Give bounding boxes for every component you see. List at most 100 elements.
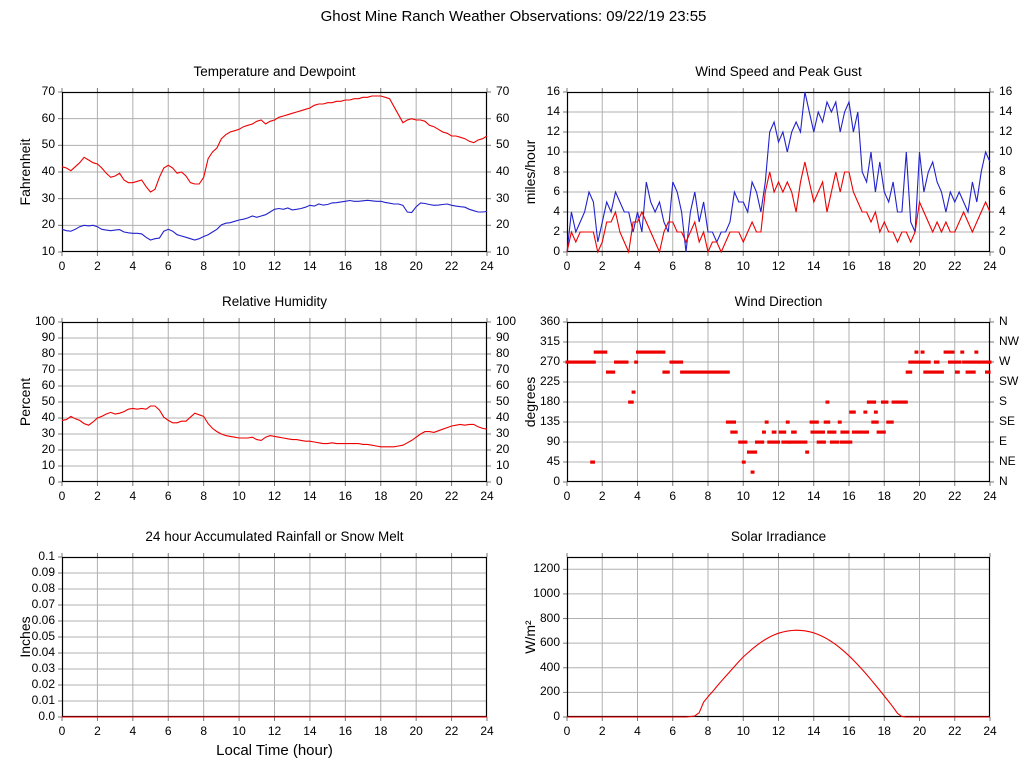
- y-tick-label: 70: [41, 84, 55, 98]
- y-tick-label: 135: [539, 414, 560, 428]
- compass-label: S: [999, 394, 1008, 408]
- compass-label: NW: [999, 334, 1019, 348]
- x-tick-label: 6: [164, 489, 172, 503]
- wind-direction-marker: [873, 410, 878, 414]
- y-tick-label-right: 100: [496, 314, 517, 328]
- y-tick-label: 600: [539, 635, 560, 650]
- wind-direction-marker: [680, 370, 730, 374]
- x-tick-label: 8: [704, 489, 712, 503]
- wind-direction-marker: [809, 420, 819, 424]
- y-tick-label-right: 6: [999, 184, 1006, 198]
- x-tick-label: 16: [338, 259, 353, 273]
- x-tick-label: 18: [877, 259, 891, 273]
- y-tick-label-right: 30: [496, 426, 510, 440]
- x-tick-label: 10: [232, 724, 246, 738]
- wind-direction-marker: [960, 350, 965, 354]
- x-tick-label: 22: [444, 489, 459, 503]
- y-tick-label: 0.06: [31, 613, 55, 627]
- wind-direction-marker: [628, 400, 634, 404]
- y-axis-label: Fahrenheit: [17, 138, 33, 206]
- x-tick-label: 22: [948, 489, 962, 503]
- y-tick-label: 50: [41, 137, 55, 152]
- chart-title: Relative Humidity: [221, 294, 328, 309]
- wind-direction-marker: [741, 460, 746, 464]
- y-tick-label: 40: [41, 164, 55, 178]
- y-tick-label-right: 50: [496, 137, 510, 152]
- series-solar-irradiance: [567, 629, 990, 718]
- wind-direction-marker: [962, 360, 981, 364]
- y-tick-label: 315: [539, 334, 560, 348]
- chart-wind-direction: Wind Direction degrees 0 N 45 NE 90 E 135 SE 180…: [522, 294, 1019, 503]
- y-tick-label: 1000: [533, 585, 560, 600]
- x-tick-label: 10: [736, 259, 750, 273]
- wind-direction-marker: [829, 440, 840, 444]
- y-tick-label-right: 70: [496, 362, 510, 376]
- x-tick-label: 12: [771, 259, 786, 273]
- chart-solar-irradiance: Solar Irradiance W/m² 0 200 400 600 800 1000 1…: [522, 529, 997, 738]
- compass-label: N: [999, 474, 1008, 488]
- x-tick-label: 0: [58, 259, 66, 273]
- y-tick-label-right: 40: [496, 164, 510, 178]
- x-tick-label: 20: [409, 259, 423, 273]
- series-peak-gust: [566, 91, 991, 253]
- wind-direction-marker: [590, 460, 595, 464]
- x-tick-label: 16: [842, 724, 856, 738]
- x-tick-label: 4: [129, 489, 137, 503]
- x-tick-label: 4: [634, 724, 641, 738]
- y-tick-label-right: 70: [496, 84, 510, 98]
- y-tick-label: 12: [546, 124, 560, 138]
- wind-direction-marker: [839, 440, 853, 444]
- x-tick-label: 10: [232, 489, 246, 503]
- compass-label: SE: [999, 414, 1016, 428]
- wind-direction-marker: [974, 350, 979, 354]
- y-tick-label: 90: [546, 434, 560, 448]
- wind-direction-marker: [636, 350, 666, 354]
- compass-label: W: [999, 354, 1011, 368]
- y-tick-label: 0.01: [31, 693, 55, 707]
- x-tick-label: 16: [842, 259, 856, 273]
- x-tick-label: 14: [807, 724, 821, 738]
- chart-title: Wind Speed and Peak Gust: [695, 64, 862, 79]
- x-tick-label: 16: [338, 489, 353, 503]
- x-tick-label: 14: [807, 259, 821, 273]
- x-tick-label: 20: [409, 724, 423, 738]
- wind-direction-marker: [920, 350, 925, 354]
- wind-direction-marker: [606, 370, 616, 374]
- y-tick-label: 14: [546, 104, 560, 118]
- solar-plot: [563, 553, 991, 721]
- compass-label: E: [999, 434, 1008, 448]
- y-tick-label: 360: [539, 314, 560, 328]
- humidity-plot: [58, 318, 491, 486]
- x-tick-label: 2: [598, 724, 606, 738]
- y-axis-label: miles/hour: [522, 139, 538, 205]
- x-tick-label: 2: [94, 259, 101, 273]
- x-tick-label: 20: [912, 724, 927, 738]
- y-tick-label: 60: [41, 378, 55, 392]
- wind-direction-marker: [928, 370, 944, 374]
- y-tick-label-right: 16: [999, 84, 1013, 98]
- wind-direction-plot: [563, 318, 994, 486]
- x-tick-label: 22: [444, 724, 459, 738]
- wind-direction-marker: [805, 450, 810, 454]
- chart-title: 24 hour Accumulated Rainfall or Snow Mel…: [145, 529, 404, 544]
- x-tick-label: 24: [480, 724, 494, 738]
- y-tick-label: 0.08: [31, 581, 55, 595]
- chart-rainfall: 24 hour Accumulated Rainfall or Snow Mel…: [17, 529, 494, 759]
- y-tick-label-right: 20: [496, 442, 510, 456]
- temperature-plot: [58, 88, 491, 256]
- y-tick-label: 0.1: [38, 549, 55, 563]
- wind-direction-marker: [849, 410, 856, 414]
- x-tick-label: 4: [129, 724, 137, 738]
- page-title: Ghost Mine Ranch Weather Observations: 0…: [320, 8, 707, 25]
- series-relative-humidity: [61, 405, 488, 448]
- wind-direction-marker: [863, 410, 868, 414]
- x-tick-label: 12: [267, 259, 282, 273]
- wind-direction-marker: [767, 440, 780, 444]
- y-tick-label: 20: [41, 217, 55, 232]
- x-tick-label: 22: [948, 259, 962, 273]
- wind-direction-marker: [593, 350, 608, 354]
- x-tick-label: 8: [704, 259, 712, 273]
- wind-direction-marker: [781, 440, 791, 444]
- wind-direction-marker: [738, 440, 748, 444]
